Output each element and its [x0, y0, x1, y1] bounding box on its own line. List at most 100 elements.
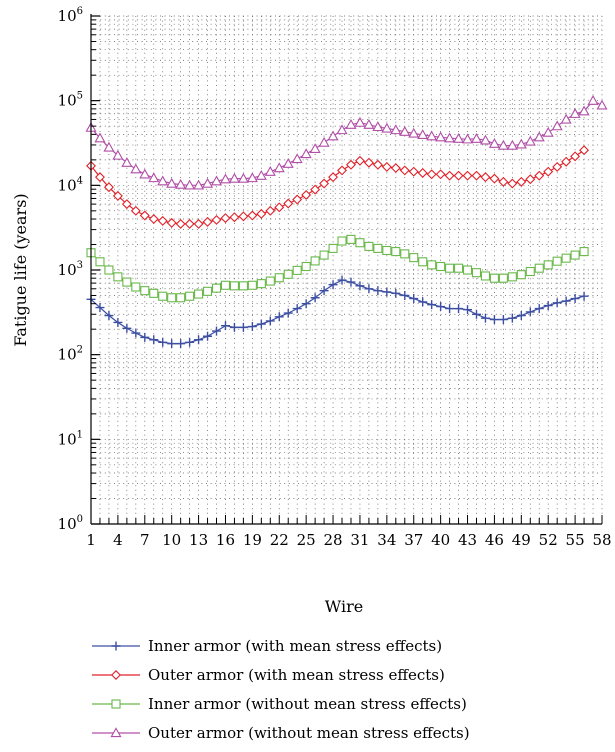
- legend-marker: [111, 670, 121, 680]
- x-tick-label: 22: [270, 531, 289, 549]
- data-point: [167, 339, 177, 349]
- legend-label-outer-without: Outer armor (without mean stress effects…: [148, 724, 470, 742]
- data-point: [543, 166, 554, 177]
- y-tick-exponent: 1: [77, 429, 83, 440]
- y-tick-exponent: 6: [77, 6, 83, 17]
- data-point: [175, 218, 186, 229]
- data-point: [427, 260, 437, 270]
- data-point: [185, 291, 195, 301]
- data-point: [534, 263, 544, 273]
- data-point: [381, 122, 393, 133]
- data-point: [427, 300, 437, 310]
- data-point: [488, 138, 500, 148]
- data-point: [292, 304, 302, 314]
- data-point: [193, 179, 205, 190]
- data-point: [273, 162, 285, 173]
- data-point: [587, 94, 599, 105]
- data-point: [426, 169, 437, 180]
- x-tick-label: 40: [431, 531, 450, 549]
- data-point: [399, 125, 411, 136]
- data-point: [551, 120, 563, 131]
- y-tick-base: 10: [58, 346, 77, 364]
- data-point: [525, 266, 535, 277]
- x-tick-label: 19: [243, 531, 262, 549]
- data-point: [175, 178, 187, 189]
- data-point: [570, 151, 581, 162]
- data-point: [176, 293, 186, 303]
- data-point: [328, 243, 338, 253]
- data-point: [569, 108, 581, 118]
- data-point: [113, 272, 123, 282]
- data-point: [390, 163, 401, 174]
- data-point: [453, 170, 464, 181]
- data-point: [525, 307, 535, 317]
- data-point: [292, 194, 303, 205]
- data-point: [463, 305, 473, 315]
- data-point: [130, 205, 141, 216]
- data-point: [346, 159, 356, 170]
- data-point: [328, 280, 338, 290]
- data-point: [578, 105, 590, 116]
- data-point: [228, 172, 240, 183]
- data-point: [256, 279, 266, 289]
- data-point: [247, 280, 257, 290]
- legend-swatch-outer-without: [92, 727, 140, 738]
- data-point: [409, 253, 419, 263]
- data-point: [391, 288, 401, 298]
- x-tick-label: 4: [113, 531, 123, 549]
- data-point: [525, 174, 536, 185]
- data-point: [139, 210, 150, 221]
- data-point: [292, 265, 302, 275]
- legend-marker: [110, 727, 122, 738]
- data-point: [167, 293, 177, 303]
- data-point: [418, 257, 428, 267]
- data-point: [202, 286, 213, 296]
- data-point: [570, 294, 580, 304]
- data-point: [247, 322, 257, 332]
- data-point: [382, 245, 392, 256]
- data-point: [121, 199, 132, 210]
- data-point: [364, 284, 374, 294]
- data-point: [255, 169, 267, 180]
- data-point: [274, 202, 285, 213]
- data-point: [462, 265, 473, 275]
- data-point: [480, 271, 491, 281]
- y-tick-label: 102: [58, 345, 83, 364]
- data-point: [291, 153, 303, 164]
- data-point: [202, 177, 214, 188]
- data-point: [579, 291, 589, 301]
- data-point: [561, 156, 572, 167]
- y-tick-base: 10: [58, 430, 77, 448]
- data-point: [470, 133, 483, 143]
- data-point: [596, 99, 608, 110]
- data-point: [417, 129, 429, 139]
- data-point: [282, 157, 294, 168]
- legend-label-inner-without: Inner armor (without mean stress effects…: [148, 695, 467, 713]
- legend-swatch-inner-without: [92, 699, 140, 709]
- data-point: [372, 121, 384, 132]
- data-point: [471, 170, 482, 181]
- y-tick-exponent: 2: [77, 345, 83, 356]
- legend-swatch-outer-with: [92, 670, 140, 680]
- x-tick-label: 46: [485, 531, 504, 549]
- data-point: [516, 176, 527, 187]
- data-point: [560, 113, 572, 124]
- data-point: [94, 132, 106, 143]
- data-point: [210, 175, 223, 186]
- data-point: [184, 179, 196, 190]
- legend-marker: [111, 699, 121, 709]
- data-point: [552, 256, 562, 266]
- data-point: [103, 141, 115, 152]
- data-point: [283, 308, 293, 318]
- data-point: [229, 281, 239, 291]
- data-point: [400, 290, 410, 300]
- data-point: [372, 159, 383, 170]
- x-tick-label: 13: [189, 531, 208, 549]
- data-point: [444, 170, 455, 181]
- data-point: [265, 316, 275, 326]
- data-point: [157, 175, 169, 186]
- data-point: [157, 215, 168, 226]
- y-tick-label: 106: [58, 6, 83, 25]
- data-point: [524, 135, 536, 146]
- x-tick-label: 55: [566, 531, 585, 549]
